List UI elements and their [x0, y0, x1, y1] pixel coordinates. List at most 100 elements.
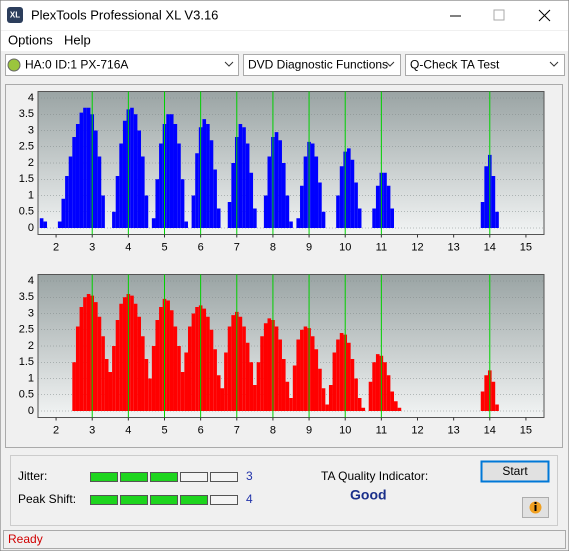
histogram-bar	[159, 307, 163, 411]
histogram-bar	[231, 315, 235, 411]
x-tick-label: 11	[376, 424, 387, 436]
x-tick-label: 9	[306, 424, 312, 436]
histogram-bar	[83, 107, 87, 228]
histogram-bar	[397, 407, 402, 411]
x-tick-label: 4	[125, 424, 131, 436]
x-tick-label: 9	[306, 241, 312, 253]
function-label: DVD Diagnostic Functions	[248, 58, 388, 72]
histogram-bar	[151, 346, 156, 411]
histogram-bar	[195, 153, 199, 228]
histogram-bar	[357, 398, 362, 411]
histogram-bar	[220, 388, 225, 411]
histogram-bar	[375, 185, 380, 228]
histogram-bar	[43, 221, 48, 228]
info-glyph	[534, 505, 537, 511]
start-button-label: Start	[502, 464, 528, 478]
histogram-bar	[263, 323, 268, 411]
histogram-bar	[328, 385, 333, 411]
meter-segment-on	[150, 472, 178, 482]
histogram-bar	[245, 342, 250, 411]
function-select[interactable]	[243, 54, 401, 76]
histogram-bar	[375, 354, 380, 411]
drive-select[interactable]	[5, 54, 239, 76]
close-button[interactable]	[538, 9, 551, 22]
histogram-bar	[101, 195, 105, 228]
x-tick-label: 10	[339, 424, 351, 436]
histogram-bar	[253, 385, 257, 411]
y-tick-label: 3	[28, 124, 34, 136]
info-glyph-dot	[534, 502, 537, 504]
histogram-bar	[202, 308, 207, 411]
histogram-bar	[238, 124, 243, 228]
histogram-bar	[495, 211, 499, 228]
histogram-bar	[144, 195, 149, 228]
histogram-bar	[213, 169, 217, 228]
y-tick-label: 3.5	[19, 108, 34, 120]
histogram-bar	[249, 172, 254, 228]
histogram-bar	[303, 156, 308, 228]
ta-quality-label: TA Quality Indicator:	[321, 469, 428, 483]
histogram-bar	[112, 211, 116, 228]
histogram-bar	[336, 195, 340, 228]
histogram-bar	[119, 303, 123, 411]
histogram-bar	[350, 159, 355, 228]
histogram-bar	[321, 211, 326, 228]
app-icon-text: XL	[10, 11, 20, 20]
histogram-bar	[144, 359, 149, 411]
test-select[interactable]	[405, 54, 565, 76]
histogram-bar	[303, 326, 308, 411]
histogram-bar	[300, 185, 304, 228]
histogram-bar	[151, 218, 156, 228]
histogram-bar	[141, 156, 145, 228]
y-tick-label: 3.5	[19, 291, 34, 303]
y-tick-label: 1	[28, 189, 34, 201]
x-tick-label: 13	[448, 424, 460, 436]
histogram-bar	[281, 359, 286, 411]
histogram-bar	[141, 336, 145, 411]
y-tick-label: 3	[28, 307, 34, 319]
histogram-bar	[242, 127, 246, 228]
menu-options[interactable]: Options	[8, 32, 53, 47]
x-tick-label: 7	[234, 424, 240, 436]
histogram-bar	[285, 195, 290, 228]
histogram-bar	[347, 342, 351, 411]
histogram-bar	[318, 368, 322, 411]
drive-icon	[7, 58, 21, 72]
jitter-label: Jitter:	[18, 469, 47, 483]
histogram-bar	[278, 140, 282, 228]
menu-help[interactable]: Help	[64, 32, 91, 47]
histogram-bar	[202, 119, 207, 228]
histogram-bar	[300, 329, 304, 411]
histogram-bar	[209, 329, 214, 411]
window-title: PlexTools Professional XL V3.16	[31, 7, 218, 22]
histogram-bar	[72, 137, 76, 228]
histogram-bar	[480, 202, 485, 228]
histogram-bar	[75, 124, 80, 228]
histogram-bar	[267, 318, 272, 411]
histogram-bar	[61, 198, 66, 228]
histogram-bar	[130, 295, 134, 411]
x-tick-label: 10	[339, 241, 351, 253]
histogram-bar	[187, 326, 192, 411]
start-button[interactable]	[480, 460, 550, 483]
histogram-bar	[256, 362, 261, 411]
histogram-bar	[86, 294, 91, 411]
histogram-bar	[267, 156, 272, 228]
histogram-bar	[310, 143, 315, 228]
charts: 00.511.522.533.542 3 4 5 6 7 8 9 10 11 12 13 14 1500.…	[19, 91, 545, 436]
app-icon	[7, 7, 23, 23]
histogram-bar	[260, 336, 264, 411]
x-tick-label: 15	[520, 241, 532, 253]
y-tick-label: 4	[28, 92, 34, 104]
histogram-bar	[75, 326, 80, 411]
histogram-bar	[310, 336, 315, 411]
histogram-bar	[101, 336, 105, 411]
maximize-button[interactable]	[493, 9, 505, 21]
histogram-bar	[97, 156, 102, 228]
histogram-bar	[354, 378, 358, 411]
histogram-bar	[390, 391, 395, 411]
histogram-bar	[484, 375, 488, 411]
jitter-meter	[90, 472, 238, 482]
histogram-bar	[339, 333, 344, 411]
